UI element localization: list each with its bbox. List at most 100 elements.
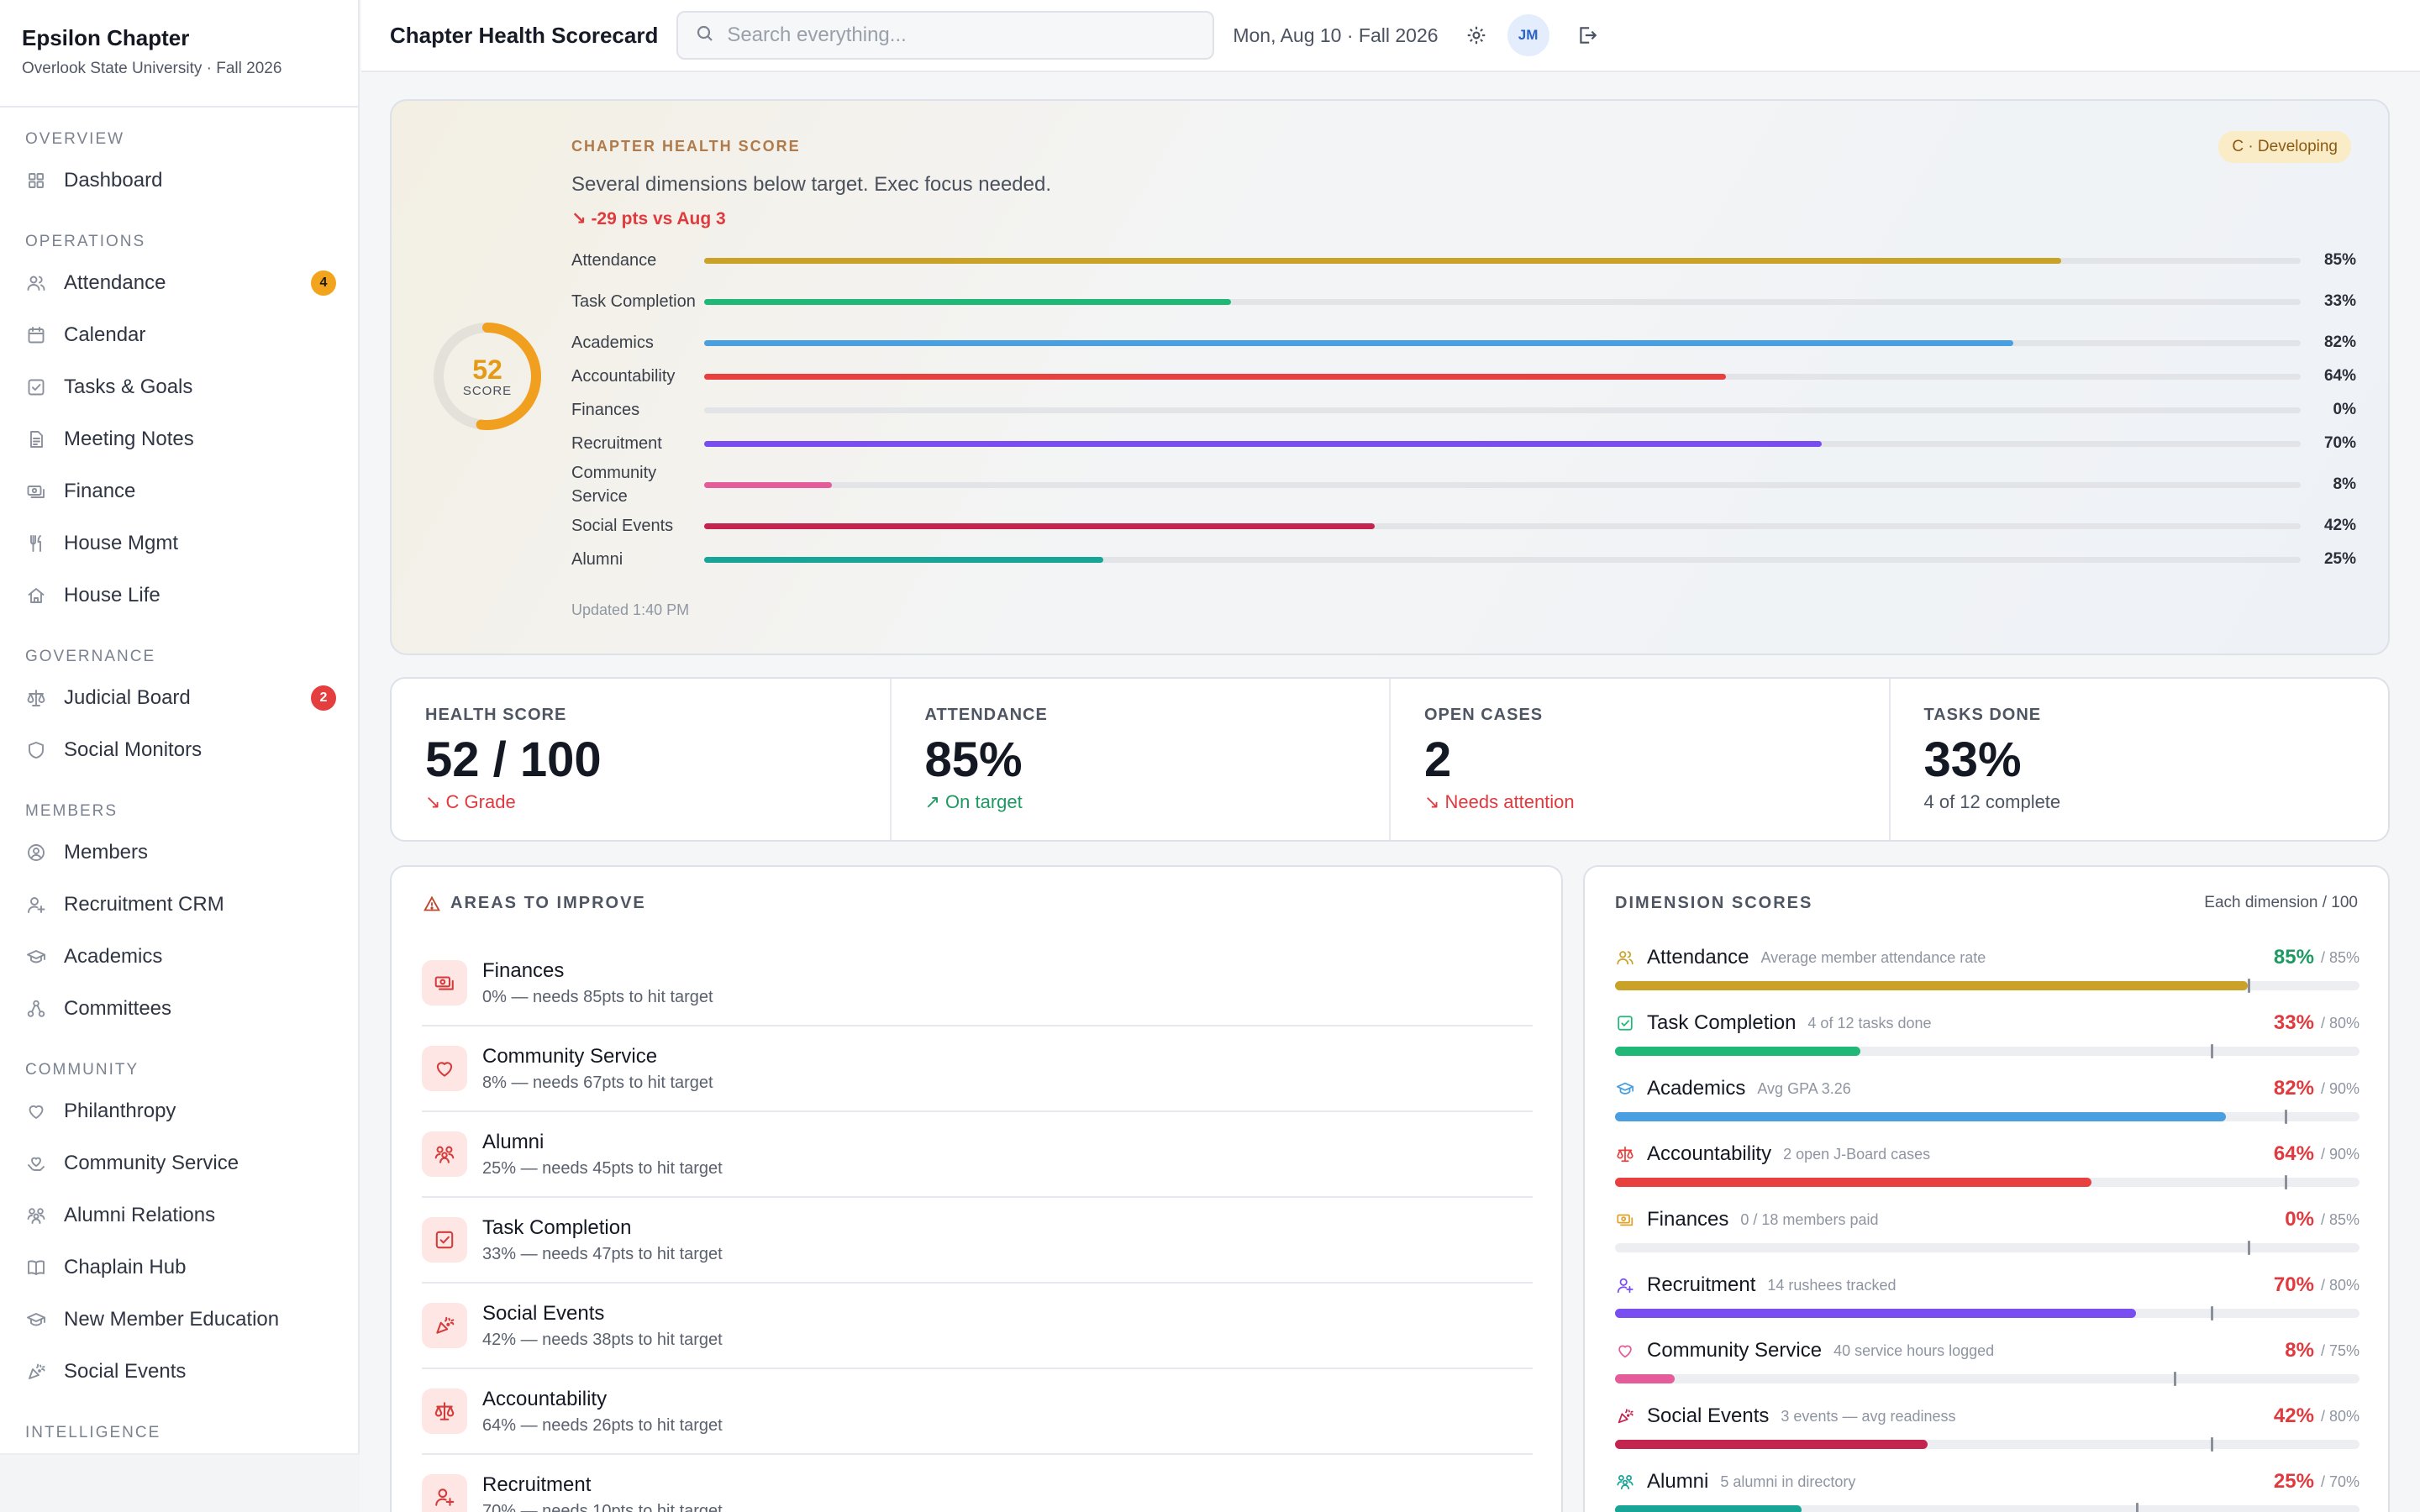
list-item[interactable]: Community Service 8% — needs 67pts to hit… bbox=[422, 1026, 1533, 1112]
dimension-description: 0 / 18 members paid bbox=[1740, 1210, 1879, 1228]
sidebar-nav: OVERVIEW Dashboard OPERATIONS Attendance 4 Ca… bbox=[0, 124, 358, 1448]
dimension-target: / 75% bbox=[2320, 1341, 2360, 1359]
sidebar-item-social-monitors[interactable]: Social Monitors bbox=[25, 724, 336, 776]
dimension-target: / 85% bbox=[2320, 948, 2360, 966]
list-item[interactable]: Alumni 25% — needs 45pts to hit target bbox=[422, 1112, 1533, 1198]
trend-down-icon: ↘ bbox=[571, 209, 592, 228]
current-date: Mon, Aug 10 · Fall 2026 bbox=[1233, 24, 1439, 46]
dimension-percent: 0% bbox=[2285, 1208, 2314, 1231]
sidebar-item-members[interactable]: Members bbox=[25, 827, 336, 879]
health-bar-label: Accountability bbox=[571, 367, 676, 386]
trend-up-icon: ↗ bbox=[924, 791, 946, 812]
sidebar-item-calendar[interactable]: Calendar bbox=[25, 309, 336, 361]
sidebar-item-meeting-notes[interactable]: Meeting Notes bbox=[25, 413, 336, 465]
list-item[interactable]: Social Events 42% — needs 38pts to hit ta… bbox=[422, 1284, 1533, 1369]
target-marker bbox=[2248, 1241, 2251, 1255]
gear-icon[interactable] bbox=[1464, 23, 1489, 48]
health-bar-fill bbox=[704, 523, 1375, 529]
health-bar-row: Community Service 8% bbox=[571, 460, 2356, 509]
score-value: 52 bbox=[472, 354, 502, 385]
sidebar-item-recruitment-crm[interactable]: Recruitment CRM bbox=[25, 879, 336, 931]
health-bar-fill bbox=[704, 441, 1822, 447]
health-bar-percent: 64% bbox=[2323, 367, 2356, 385]
health-bar-track bbox=[704, 374, 2301, 380]
search-input[interactable] bbox=[727, 24, 1198, 47]
kpi-card: HEALTH SCORE 52 / 100 ↘ C Grade bbox=[392, 679, 892, 840]
chapter-name: Epsilon Chapter bbox=[22, 25, 190, 50]
user-plus-icon bbox=[1615, 1275, 1635, 1295]
dimension-track bbox=[1615, 1503, 2360, 1512]
health-bar-track bbox=[704, 482, 2301, 488]
book-icon bbox=[25, 1257, 47, 1278]
graduation-cap-icon bbox=[25, 1309, 47, 1331]
dimension-description: Average member attendance rate bbox=[1760, 948, 1986, 966]
kpi-value: 2 bbox=[1424, 732, 1452, 787]
dimension-description: Avg GPA 3.26 bbox=[1757, 1079, 1851, 1097]
sidebar-item-house-life[interactable]: House Life bbox=[25, 570, 336, 622]
sidebar-item-label: Committees bbox=[64, 997, 172, 1020]
user-circle-icon bbox=[25, 842, 47, 864]
area-name: Recruitment bbox=[482, 1473, 592, 1496]
warning-icon bbox=[424, 895, 440, 912]
top-bar: Chapter Health Scorecard Mon, Aug 10 · F… bbox=[361, 0, 2420, 72]
sidebar-item-tasks-goals[interactable]: Tasks & Goals bbox=[25, 361, 336, 413]
sidebar-item-chaplain-hub[interactable]: Chaplain Hub bbox=[25, 1242, 336, 1294]
avatar[interactable]: JM bbox=[1507, 14, 1549, 56]
cash-icon bbox=[422, 960, 467, 1005]
sidebar-item-social-events[interactable]: Social Events bbox=[25, 1346, 336, 1398]
health-bar-fill bbox=[704, 299, 1231, 305]
health-bar-label: Social Events bbox=[571, 517, 674, 535]
list-item[interactable]: Finances 0% — needs 85pts to hit target bbox=[422, 941, 1533, 1026]
sidebar-item-house-mgmt[interactable]: House Mgmt bbox=[25, 517, 336, 570]
sidebar-item-label: Recruitment CRM bbox=[64, 893, 224, 916]
sidebar-item-dashboard[interactable]: Dashboard bbox=[25, 155, 336, 207]
sidebar-item-committees[interactable]: Committees bbox=[25, 983, 336, 1035]
kpi-sub-text: Needs attention bbox=[1444, 791, 1575, 812]
sidebar-item-finance[interactable]: Finance bbox=[25, 465, 336, 517]
graduation-cap-icon bbox=[25, 946, 47, 968]
sidebar-item-alumni-relations[interactable]: Alumni Relations bbox=[25, 1189, 336, 1242]
health-bar-row: Recruitment 70% bbox=[571, 427, 2356, 460]
heart-icon bbox=[1615, 1341, 1635, 1361]
dimension-fill bbox=[1615, 981, 2249, 990]
score-label: SCORE bbox=[462, 383, 513, 398]
dimension-row: Attendance Average member attendance rate… bbox=[1615, 934, 2360, 1000]
list-item[interactable]: Recruitment 70% — needs 10pts to hit targ… bbox=[422, 1455, 1533, 1512]
dimension-target: / 80% bbox=[2320, 1407, 2360, 1425]
dimension-track bbox=[1615, 1110, 2360, 1124]
health-bar-track bbox=[704, 557, 2301, 563]
sidebar-item-label: Calendar bbox=[64, 323, 146, 346]
sidebar-item-philanthropy[interactable]: Philanthropy bbox=[25, 1085, 336, 1137]
sidebar-item-judicial-board[interactable]: Judicial Board 2 bbox=[25, 672, 336, 724]
people-icon bbox=[25, 1205, 47, 1226]
sidebar-item-new-member-education[interactable]: New Member Education bbox=[25, 1294, 336, 1346]
search-box[interactable] bbox=[676, 11, 1215, 60]
dimension-fill bbox=[1615, 1178, 2092, 1187]
health-bar-label: Attendance bbox=[571, 251, 657, 270]
sidebar-section-title: MEMBERS bbox=[25, 802, 118, 820]
dimension-name: Attendance bbox=[1647, 946, 1749, 969]
list-item[interactable]: Task Completion 33% — needs 47pts to hit … bbox=[422, 1198, 1533, 1284]
health-bar-percent: 82% bbox=[2323, 333, 2356, 351]
target-marker bbox=[2136, 1503, 2139, 1512]
sidebar-item-attendance[interactable]: Attendance 4 bbox=[25, 257, 336, 309]
logout-icon[interactable] bbox=[1575, 23, 1600, 48]
health-bar-fill bbox=[704, 374, 1726, 380]
dimension-percent: 25% bbox=[2273, 1470, 2314, 1493]
target-marker bbox=[2210, 1437, 2213, 1452]
sidebar-item-community-service[interactable]: Community Service bbox=[25, 1137, 336, 1189]
kpi-card: TASKS DONE 33% 4 of 12 complete bbox=[1891, 679, 2389, 840]
target-marker bbox=[2210, 1306, 2213, 1320]
dimension-description: 5 alumni in directory bbox=[1720, 1473, 1856, 1490]
areas-title: AREAS TO IMPROVE bbox=[424, 894, 646, 913]
health-score-kicker: CHAPTER HEALTH SCORE bbox=[571, 138, 801, 155]
checkbox-icon bbox=[422, 1217, 467, 1263]
sidebar-item-academics[interactable]: Academics bbox=[25, 931, 336, 983]
list-item[interactable]: Accountability 64% — needs 26pts to hit t… bbox=[422, 1369, 1533, 1455]
updated-time: Updated 1:40 PM bbox=[571, 601, 690, 618]
dimension-track bbox=[1615, 1044, 2360, 1058]
checkbox-icon bbox=[1615, 1013, 1635, 1033]
health-bar-label: Alumni bbox=[571, 550, 623, 569]
health-bar-row: Attendance 85% bbox=[571, 244, 2356, 277]
sidebar-item-label: Meeting Notes bbox=[64, 428, 194, 450]
